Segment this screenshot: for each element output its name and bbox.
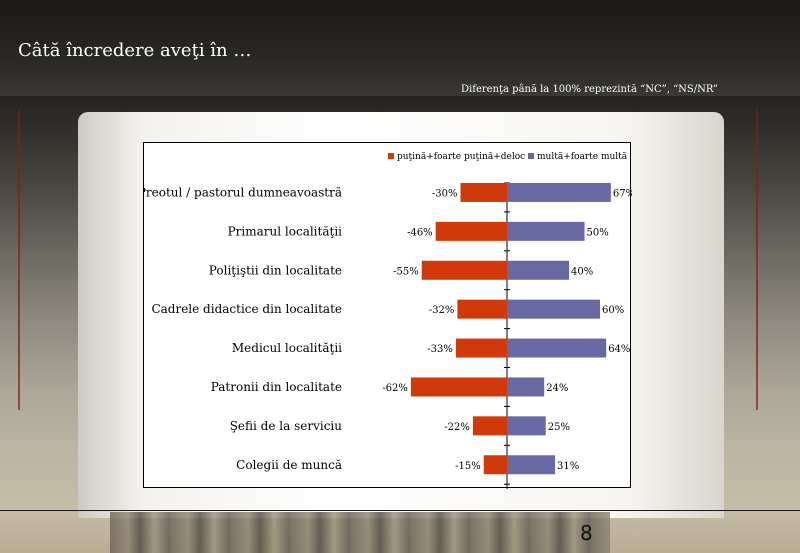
chart-legend: puţină+foarte puţină+deloc multă+foarte m…: [388, 151, 628, 162]
legend-positive-label: multă+foarte multă: [537, 151, 628, 162]
category-label: Medicul localităţii: [232, 341, 342, 355]
header-band: [0, 0, 800, 96]
decorative-rule: [0, 20, 800, 21]
data-label-negative: -32%: [429, 305, 455, 316]
decorative-rule: [0, 510, 800, 511]
chart-area: puţină+foarte puţină+deloc multă+foarte m…: [143, 142, 632, 489]
bar-negative: [421, 260, 507, 280]
data-label-positive: 40%: [571, 266, 593, 277]
category-label: Primarul localităţii: [228, 224, 343, 238]
category-label: Şefii de la serviciu: [230, 419, 343, 433]
data-label-positive: 67%: [613, 188, 632, 199]
legend-positive-swatch: [528, 153, 534, 159]
trust-chart: puţină+foarte puţină+deloc multă+foarte m…: [144, 151, 632, 489]
bar-positive: [507, 416, 546, 436]
bar-positive: [507, 455, 556, 475]
data-label-negative: -33%: [427, 344, 453, 355]
bar-positive: [507, 221, 585, 241]
data-label-negative: -22%: [444, 422, 470, 433]
bar-negative: [435, 221, 507, 241]
category-label: Preotul / pastorul dumneavoastră: [144, 185, 342, 199]
data-label-negative: -15%: [455, 461, 481, 472]
bar-positive: [507, 182, 611, 202]
data-label-positive: 60%: [602, 305, 624, 316]
data-label-positive: 24%: [546, 383, 568, 394]
bar-negative: [457, 299, 507, 319]
photo-strip: [110, 512, 610, 553]
bar-negative: [483, 455, 507, 475]
bar-positive: [507, 260, 569, 280]
data-label-negative: -46%: [407, 227, 433, 238]
decorative-line: [756, 110, 758, 410]
bar-positive: [507, 299, 600, 319]
category-label: Cadrele didactice din localitate: [151, 302, 342, 316]
category-label: Colegii de muncă: [236, 458, 342, 472]
data-label-positive: 50%: [587, 227, 609, 238]
decorative-rule: [0, 6, 800, 7]
legend-negative-label: puţină+foarte puţină+deloc: [397, 151, 525, 162]
category-label: Poliţiştii din localitate: [209, 263, 342, 277]
slide-title: Câtă încredere aveţi în …: [18, 40, 252, 61]
data-label-negative: -55%: [393, 266, 419, 277]
data-label-positive: 25%: [548, 422, 570, 433]
bar-negative: [460, 182, 507, 202]
bar-negative: [455, 338, 507, 358]
bar-negative: [410, 377, 507, 397]
bar-positive: [507, 338, 607, 358]
bar-positive: [507, 377, 545, 397]
chart-note: Diferenţa până la 100% reprezintă “NC”, …: [461, 84, 718, 95]
page-number: 8: [580, 521, 593, 545]
data-label-positive: 31%: [557, 461, 579, 472]
data-label-negative: -30%: [432, 188, 458, 199]
legend-negative-swatch: [388, 153, 394, 159]
decorative-line: [18, 110, 20, 410]
data-label-positive: 64%: [608, 344, 630, 355]
data-label-negative: -62%: [382, 383, 408, 394]
category-label: Patronii din localitate: [211, 380, 342, 394]
bar-negative: [472, 416, 507, 436]
